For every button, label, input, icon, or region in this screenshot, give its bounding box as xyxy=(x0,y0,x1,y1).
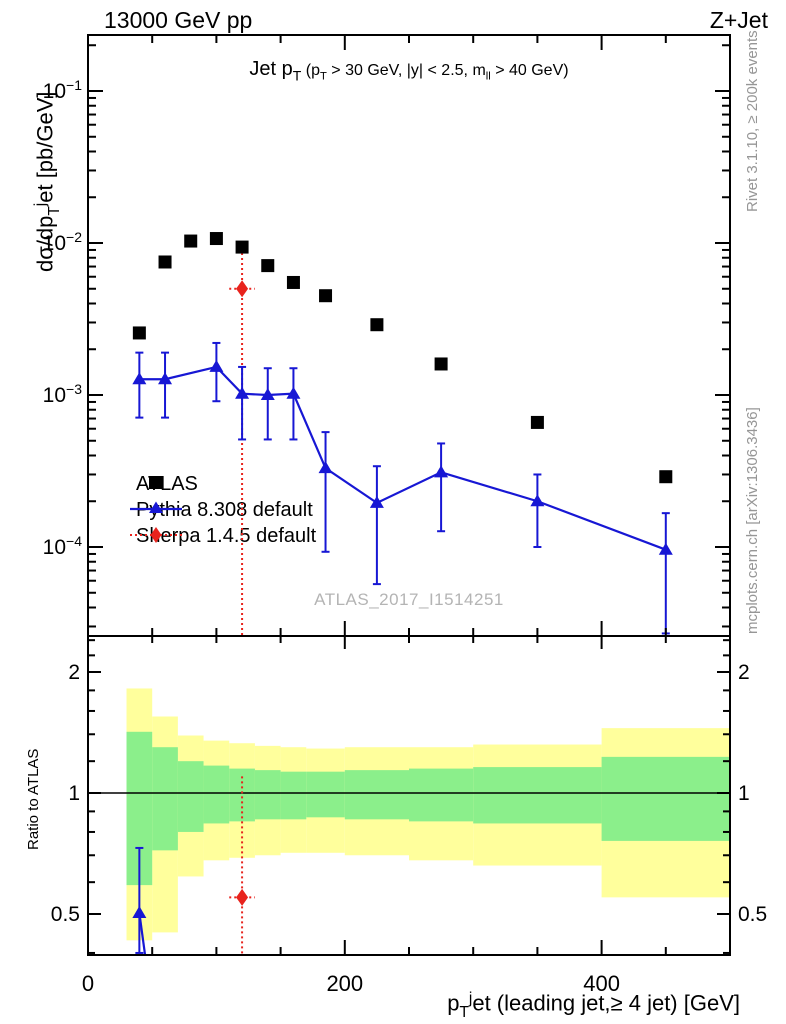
ratio-tick-label-right: 0.5 xyxy=(738,903,767,926)
legend-item-sherpa: Sherpa 1.4.5 default xyxy=(130,523,316,549)
ratio-tick-label-right: 1 xyxy=(738,782,750,805)
atlas-square-icon xyxy=(149,476,162,489)
ratio-tick-label-right: 2 xyxy=(738,661,750,684)
x-axis-label: pTjet (leading jet,≥ 4 jet) [GeV] xyxy=(447,990,740,1021)
plot-title-note: (pT > 30 GeV, |y| < 2.5, mll > 40 GeV) xyxy=(301,62,569,83)
header-process: Z+Jet xyxy=(709,7,768,33)
plot-title-main: Jet pT xyxy=(249,58,302,84)
plot-title: Jet pT (pT > 30 GeV, |y| < 2.5, mll > 40… xyxy=(88,58,730,84)
legend: ATLAS Pythia 8.308 default Sherpa 1.4.5 … xyxy=(130,471,460,553)
ratio-series xyxy=(132,776,255,955)
ratio-uncertainty-bands xyxy=(88,688,730,941)
axes-and-ticks: 10−1 10−2 10−3 10−4 2 2 1 1 0.5 0.5 0 200 400 xyxy=(43,34,767,996)
y-tick-label: 10−1 xyxy=(43,77,83,103)
sherpa-diamond-dotted-icon xyxy=(130,527,182,543)
x-tick-label: 0 xyxy=(82,971,94,996)
x-tick-label: 400 xyxy=(583,971,620,996)
ratio-tick-label-left: 1 xyxy=(68,782,80,805)
header-beam-energy: 13000 GeV pp xyxy=(104,7,253,33)
ratio-tick-label-left: 0.5 xyxy=(51,903,80,926)
x-tick-label: 200 xyxy=(326,971,363,996)
legend-label-sherpa: Sherpa 1.4.5 default xyxy=(136,524,317,547)
y-tick-label: 10−4 xyxy=(43,533,83,559)
y-tick-label: 10−3 xyxy=(43,381,83,407)
y-tick-label: 10−2 xyxy=(43,229,83,255)
pythia-triangle-line-icon xyxy=(130,501,182,513)
legend-item-pythia: Pythia 8.308 default xyxy=(130,497,313,523)
legend-label-pythia: Pythia 8.308 default xyxy=(136,498,313,521)
ratio-tick-label-left: 2 xyxy=(68,661,80,684)
legend-item-atlas: ATLAS xyxy=(130,471,198,497)
analysis-id-watermark: ATLAS_2017_I1514251 xyxy=(314,590,504,609)
main-series xyxy=(132,232,673,636)
